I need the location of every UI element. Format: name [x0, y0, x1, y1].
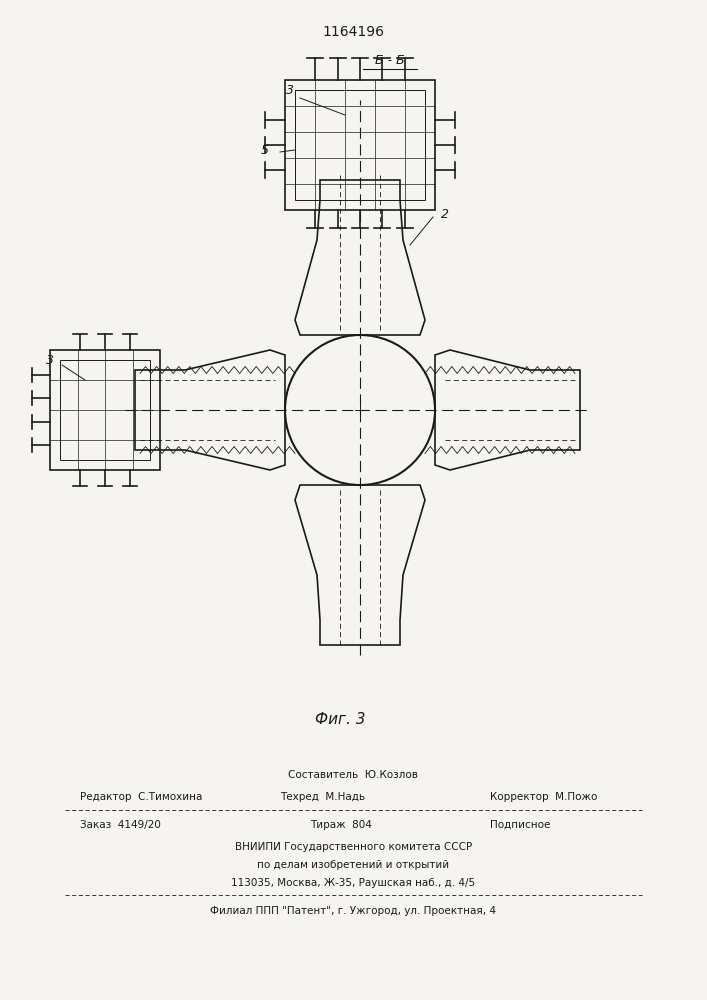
Text: Б - Б: Б - Б [375, 53, 405, 66]
Text: Подписное: Подписное [490, 820, 550, 830]
Text: 3: 3 [46, 354, 54, 366]
Text: Фиг. 3: Фиг. 3 [315, 712, 366, 728]
Text: ВНИИПИ Государственного комитета СССР: ВНИИПИ Государственного комитета СССР [235, 842, 472, 852]
Text: 3: 3 [286, 84, 294, 97]
Text: Редактор  С.Тимохина: Редактор С.Тимохина [80, 792, 202, 802]
Text: Составитель  Ю.Козлов: Составитель Ю.Козлов [288, 770, 419, 780]
Text: Техред  М.Надь: Техред М.Надь [280, 792, 365, 802]
Text: Тираж  804: Тираж 804 [310, 820, 372, 830]
Text: Заказ  4149/20: Заказ 4149/20 [80, 820, 161, 830]
Text: 1164196: 1164196 [322, 25, 385, 39]
Text: 2: 2 [441, 209, 449, 222]
Text: 113035, Москва, Ж-35, Раушская наб., д. 4/5: 113035, Москва, Ж-35, Раушская наб., д. … [231, 878, 476, 888]
Bar [50, 350, 160, 470]
Text: Корректор  М.Пожо: Корректор М.Пожо [490, 792, 597, 802]
Bar [285, 80, 435, 210]
Text: по делам изобретений и открытий: по делам изобретений и открытий [257, 860, 450, 870]
Bar [295, 90, 425, 200]
Bar [60, 360, 150, 460]
Text: 5: 5 [261, 143, 269, 156]
Text: Филиал ППП "Патент", г. Ужгород, ул. Проектная, 4: Филиал ППП "Патент", г. Ужгород, ул. Про… [211, 906, 496, 916]
